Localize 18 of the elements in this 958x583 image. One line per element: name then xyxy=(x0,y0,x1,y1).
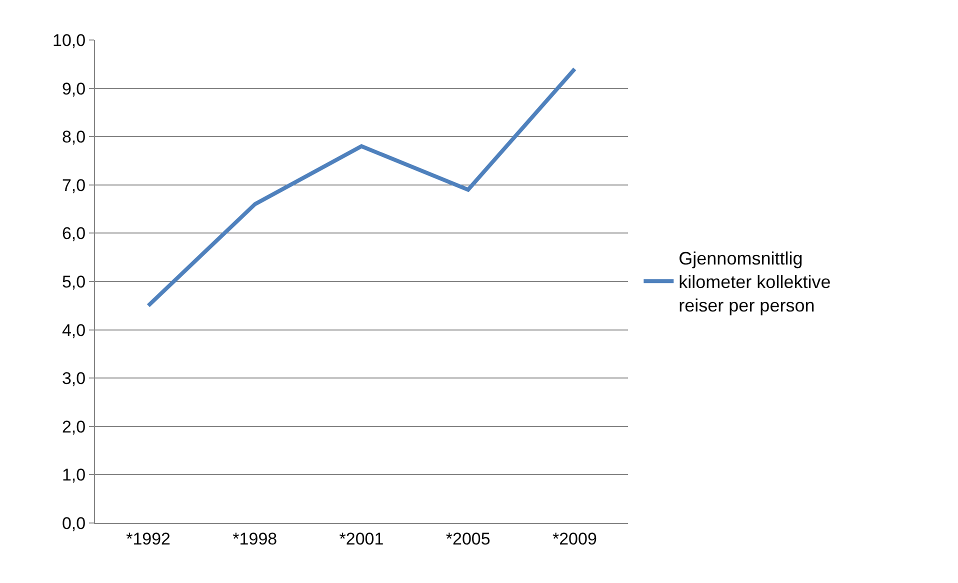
y-tick-label: 8,0 xyxy=(62,128,86,147)
line-series xyxy=(146,66,577,308)
y-tick-label: 0,0 xyxy=(62,514,86,533)
y-tick-label: 5,0 xyxy=(62,272,86,292)
y-tick-label: 4,0 xyxy=(62,320,86,340)
x-tick-label: *2005 xyxy=(446,529,490,548)
x-tick-label: *1998 xyxy=(232,529,278,548)
y-tick-label: 1,0 xyxy=(62,466,86,485)
y-tick-label: 6,0 xyxy=(62,224,86,244)
y-tick-label: 3,0 xyxy=(62,369,86,388)
y-tick-label: 7,0 xyxy=(62,176,86,195)
legend-label: Gjennomsnittlig kilometer kollektive reiser per person xyxy=(678,248,831,316)
x-tick-label: *1992 xyxy=(126,529,171,548)
x-tick-label: *2009 xyxy=(552,529,597,548)
y-tick-label: 9,0 xyxy=(62,79,86,98)
x-tick-label: *2001 xyxy=(339,529,384,548)
y-tick-label: 10,0 xyxy=(52,30,86,50)
y-tick-label: 2,0 xyxy=(62,417,86,436)
